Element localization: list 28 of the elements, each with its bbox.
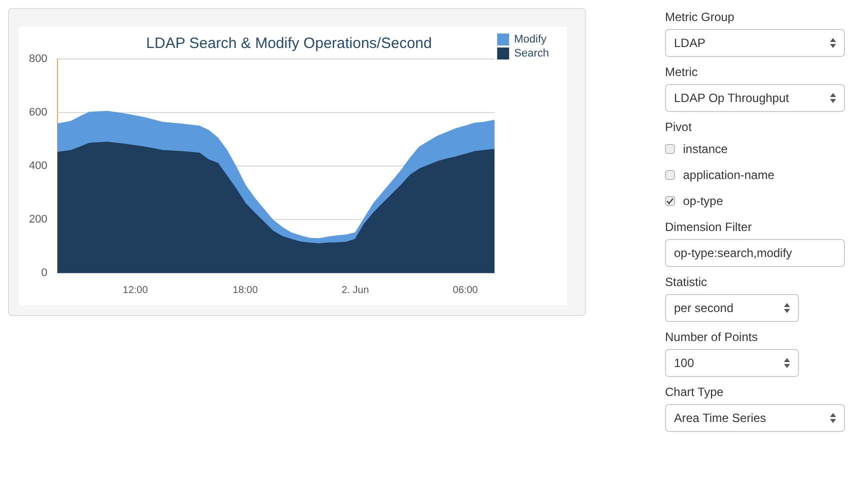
- text: 100: [665, 349, 799, 377]
- text: LDAP: [665, 29, 845, 57]
- x-tick-label: 12:00: [122, 284, 148, 296]
- y-tick-label: 200: [28, 214, 48, 226]
- text: Area Time Series: [665, 404, 845, 432]
- text: op-type: [682, 194, 724, 208]
- legend-label: Search: [514, 48, 550, 60]
- y-tick-label: 800: [28, 53, 48, 66]
- text: instance: [682, 142, 729, 156]
- y-tick-label: 600: [28, 106, 48, 119]
- text: Metric Group: [665, 10, 736, 24]
- x-tick-label: 2. Jun: [342, 284, 369, 296]
- text: Pivot: [665, 120, 693, 134]
- text: per second: [665, 294, 799, 322]
- text: Chart Type: [665, 385, 724, 399]
- text: Dimension Filter: [665, 220, 753, 234]
- text: Metric: [665, 65, 699, 79]
- text: op-type:search,modify: [665, 239, 845, 267]
- text: LDAP Op Throughput: [665, 84, 845, 112]
- legend-label: Modify: [514, 34, 548, 46]
- y-tick-label: 0: [41, 267, 48, 280]
- text: application-name: [682, 168, 776, 182]
- y-tick-label: 400: [28, 160, 48, 172]
- chart-title: LDAP Search & Modify Operations/Second: [146, 35, 432, 52]
- x-tick-label: 18:00: [232, 284, 258, 296]
- x-tick-label: 06:00: [452, 284, 478, 296]
- text: Number of Points: [665, 330, 759, 344]
- text: Statistic: [665, 275, 708, 289]
